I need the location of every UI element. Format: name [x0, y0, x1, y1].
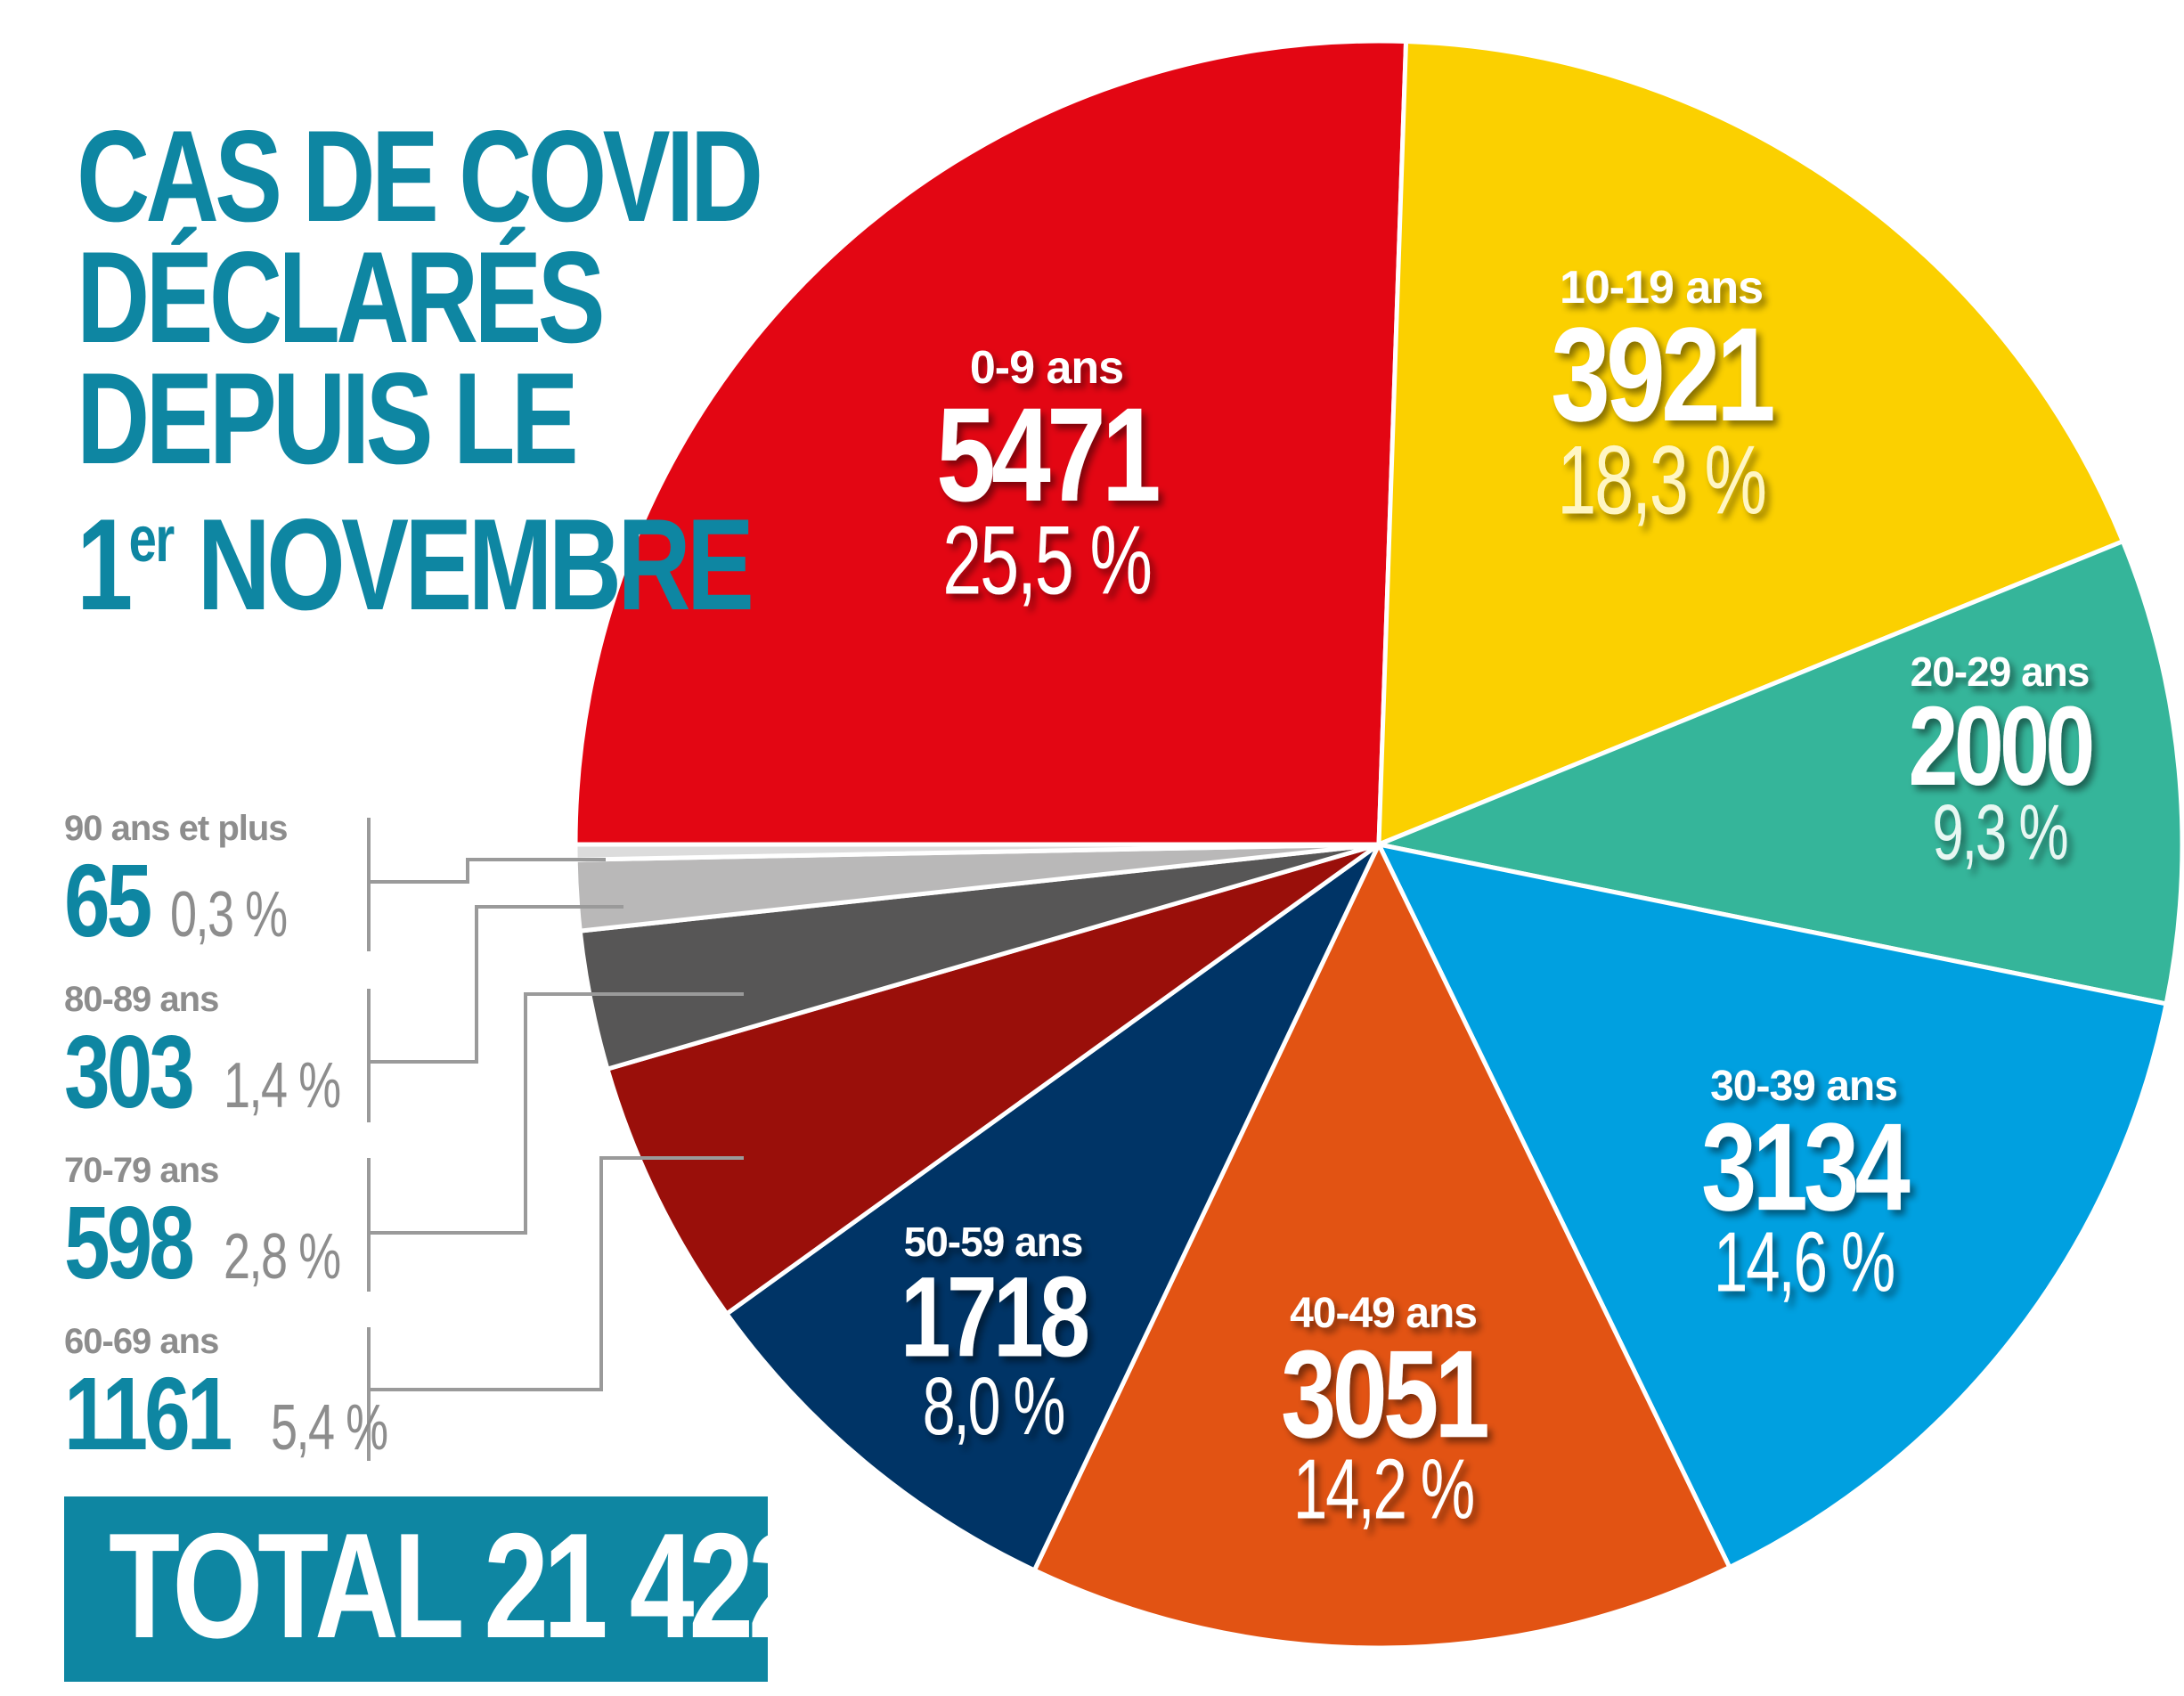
legend-percent: 5,4 % [270, 1392, 388, 1464]
slice-percent: 14,2 % [1293, 1440, 1473, 1537]
chart-title: CAS DE COVID DÉCLARÉS DEPUIS LE 1er NOVE… [77, 103, 763, 630]
legend-age-label: 80-89 ans [64, 980, 219, 1019]
pie-slice-20-29-ans [1376, 539, 2184, 1007]
title-line-4-rest: NOVEMBRE [173, 492, 754, 637]
connector-80-89-ans [367, 905, 623, 1122]
connector-70-79-ans [367, 992, 744, 1292]
legend-count: 1161 [64, 1356, 232, 1472]
legend-item-90-plus: 90 ans et plus 65 0,3 % [64, 809, 367, 952]
pie-slice-40-49-ans [1031, 842, 1732, 1651]
legend-age-label: 90 ans et plus [64, 809, 289, 848]
slice-count: 5471 [936, 379, 1158, 529]
slice-age-label: 0-9 ans [970, 342, 1123, 394]
title-line-2: DÉCLARÉS [77, 224, 606, 370]
slice-age-label: 30-39 ans [1710, 1063, 1897, 1110]
pie-slice-60-69-ans [605, 842, 1381, 1317]
slice-age-label: 40-49 ans [1290, 1290, 1477, 1337]
legend-percent: 1,4 % [223, 1050, 341, 1121]
slice-count: 3051 [1281, 1324, 1487, 1464]
legend-connectors [367, 818, 744, 1461]
slice-count: 3921 [1551, 299, 1772, 449]
legend-count: 598 [64, 1185, 195, 1301]
slice-percent: 9,3 % [1932, 789, 2067, 877]
title-line-4-sup: er [128, 504, 175, 575]
legend-percent: 2,8 % [223, 1221, 341, 1292]
legend-percent: 0,3 % [170, 879, 288, 950]
pie-slice-0-9-ans [573, 38, 1409, 847]
pie-slice-50-59-ans [724, 842, 1381, 1573]
pie-slices [573, 38, 2184, 1651]
slice-percent: 8,0 % [923, 1359, 1064, 1451]
title-line-4-prefix: 1 [77, 492, 133, 637]
pie-slice-30-39-ans [1376, 842, 2169, 1570]
slice-age-label: 50-59 ans [904, 1219, 1083, 1265]
legend-age-label: 70-79 ans [64, 1151, 219, 1190]
title-line-3: DEPUIS LE [77, 346, 579, 491]
legend-age-label: 60-69 ans [64, 1322, 219, 1361]
total-badge: TOTAL 21 422 [64, 1496, 768, 1682]
slice-count: 3134 [1701, 1097, 1910, 1236]
connector-60-69-ans [367, 1156, 744, 1461]
slice-count: 2000 [1908, 684, 2091, 809]
slice-age-label: 10-19 ans [1560, 262, 1763, 314]
legend-count: 65 [64, 843, 152, 958]
slice-percent: 18,3 % [1557, 426, 1765, 535]
legend-count: 303 [64, 1014, 195, 1129]
legend-item-60-69: 60-69 ans 1161 5,4 % [64, 1322, 388, 1472]
slice-count: 1718 [900, 1253, 1088, 1382]
title-line-4: 1er NOVEMBRE [77, 479, 759, 630]
title-line-1: CAS DE COVID [77, 103, 763, 249]
connector-90-ans-et-plus [367, 818, 606, 951]
slice-percent: 14,6 % [1714, 1213, 1894, 1309]
slice-percent: 25,5 % [942, 506, 1151, 616]
slice-age-label: 20-29 ans [1911, 648, 2090, 695]
total-label: TOTAL 21 422 [109, 1502, 768, 1669]
legend-item-80-89: 80-89 ans 303 1,4 % [64, 980, 367, 1123]
pie-slice-10-19-ans [1376, 39, 2125, 847]
legend-item-70-79: 70-79 ans 598 2,8 % [64, 1151, 367, 1294]
